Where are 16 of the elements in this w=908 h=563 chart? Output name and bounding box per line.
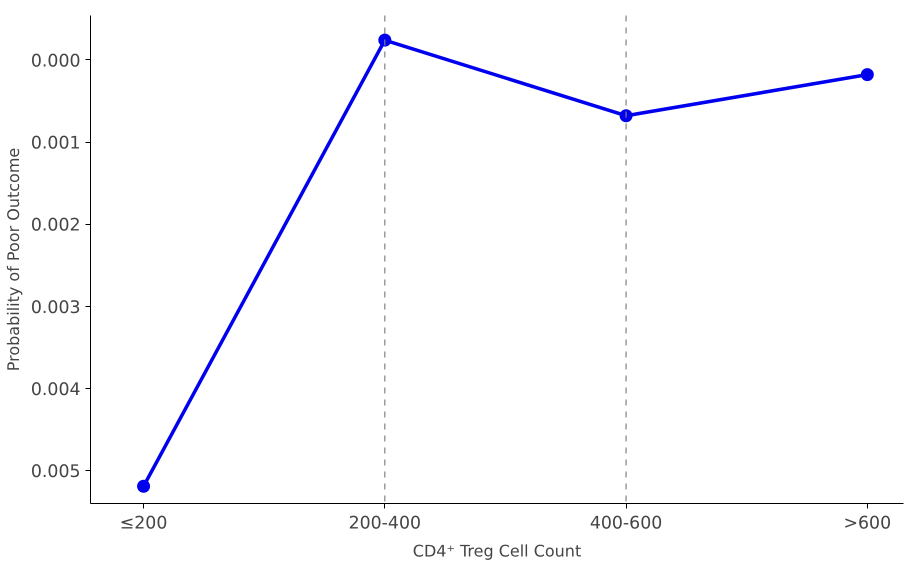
- y-tick-label: 0.002: [30, 216, 81, 236]
- point: [620, 109, 633, 122]
- y-tick-label: 0.000: [30, 51, 81, 72]
- y-tick-label: 0.004: [30, 380, 81, 400]
- x-axis-title: CD4⁺ Treg Cell Count: [412, 542, 582, 560]
- point: [378, 34, 392, 47]
- y-tick-label: 0.005: [30, 462, 81, 482]
- x-tick-label: 400-600: [590, 514, 662, 534]
- x-tick-label: 200-400: [348, 514, 422, 534]
- point: [860, 68, 874, 82]
- y-tick-label: 0.001: [30, 134, 81, 154]
- x-tick-label: >600: [844, 514, 892, 534]
- point: [137, 480, 150, 493]
- y-axis-title: Probability of Poor Outcome: [4, 148, 23, 372]
- y-tick-label: 0.003: [30, 298, 81, 318]
- x-tick-label: ≤200: [120, 514, 168, 534]
